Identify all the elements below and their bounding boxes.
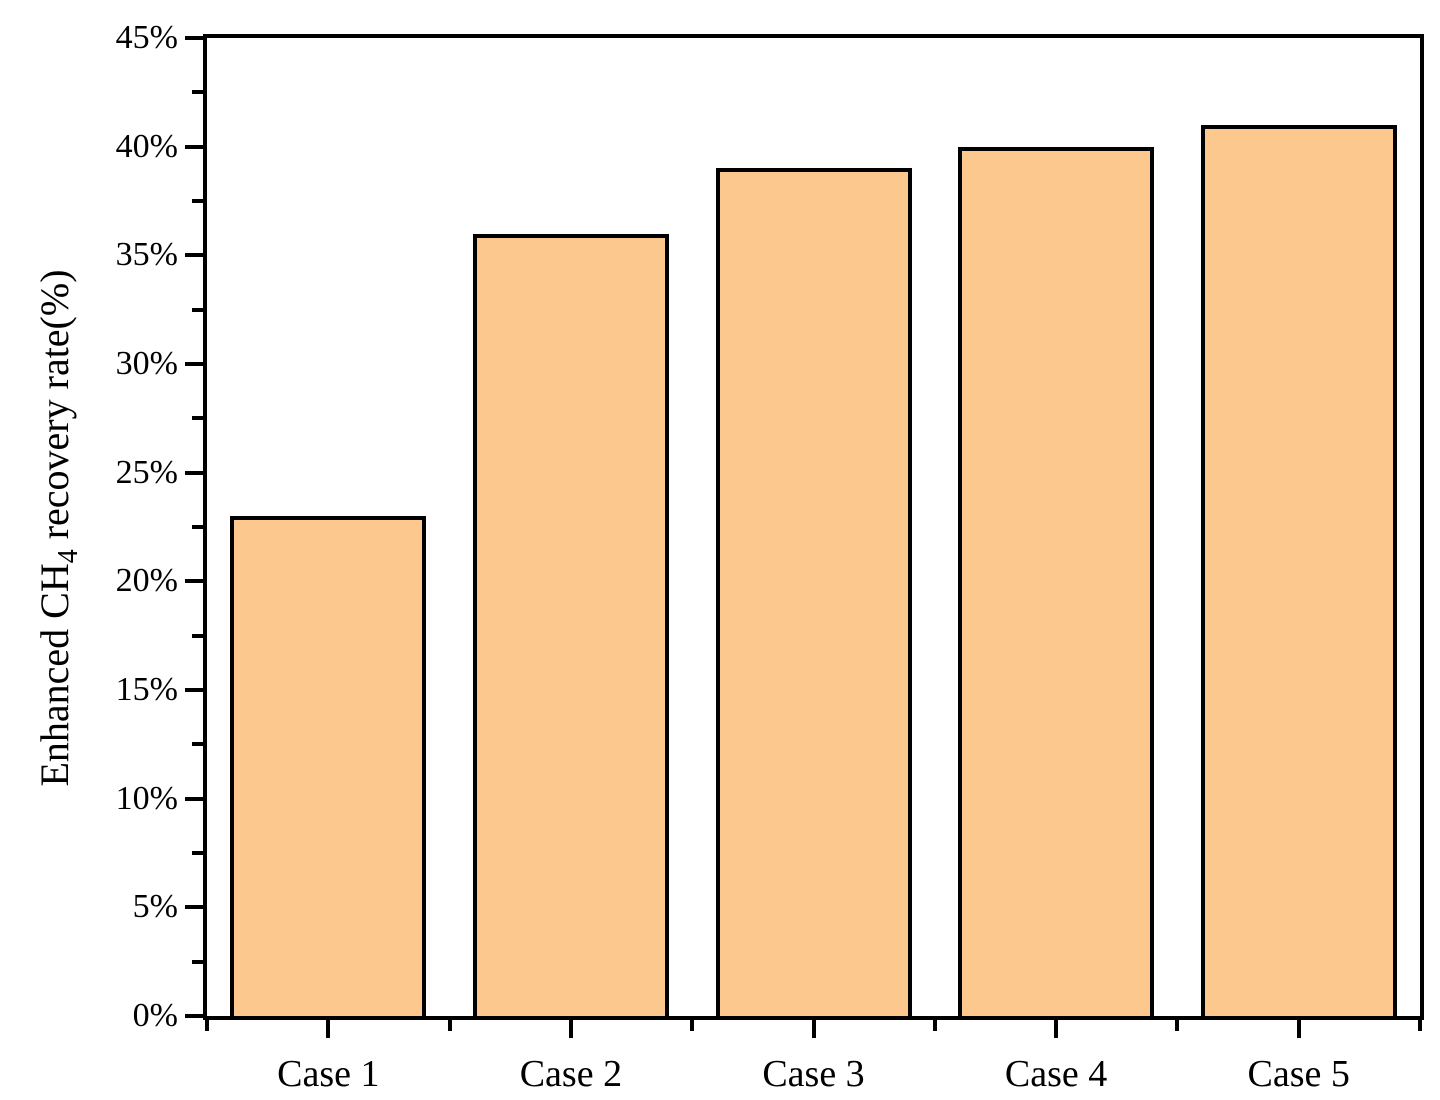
y-major-tick bbox=[185, 905, 203, 910]
y-tick-label: 0% bbox=[132, 997, 178, 1034]
bar-case-2 bbox=[472, 233, 669, 1020]
x-minor-tick bbox=[690, 1020, 695, 1031]
x-major-tick bbox=[568, 1020, 573, 1038]
y-axis-title-subscript: 4 bbox=[53, 549, 84, 564]
y-minor-tick bbox=[192, 633, 203, 638]
y-major-tick bbox=[185, 796, 203, 801]
y-minor-tick bbox=[192, 416, 203, 421]
y-tick-label: 45% bbox=[115, 19, 178, 56]
y-major-tick bbox=[185, 144, 203, 149]
y-axis-title-post: recovery rate(%) bbox=[32, 269, 77, 550]
x-major-tick bbox=[811, 1020, 816, 1038]
x-category-label: Case 3 bbox=[762, 1053, 865, 1095]
x-minor-tick bbox=[932, 1020, 937, 1031]
y-axis-title: Enhanced CH4 recovery rate(%) bbox=[32, 39, 84, 1017]
y-tick-label: 25% bbox=[115, 453, 178, 491]
x-major-tick bbox=[326, 1020, 331, 1038]
y-minor-tick bbox=[192, 525, 203, 529]
y-minor-tick bbox=[192, 959, 203, 964]
x-category-label: Case 2 bbox=[519, 1053, 623, 1095]
y-minor-tick bbox=[192, 90, 203, 95]
y-minor-tick bbox=[192, 742, 203, 747]
x-minor-tick bbox=[447, 1020, 452, 1031]
y-major-tick bbox=[185, 470, 203, 475]
x-category-label: Case 5 bbox=[1247, 1053, 1350, 1095]
y-minor-tick bbox=[192, 199, 203, 203]
x-minor-tick bbox=[1418, 1020, 1422, 1031]
bar-case-4 bbox=[958, 146, 1155, 1020]
y-tick-label: 10% bbox=[115, 779, 178, 817]
y-tick-label: 15% bbox=[115, 671, 178, 708]
x-major-tick bbox=[1054, 1020, 1059, 1038]
x-minor-tick bbox=[1175, 1020, 1180, 1031]
x-minor-tick bbox=[205, 1020, 209, 1031]
bar-case-5 bbox=[1200, 124, 1397, 1020]
y-tick-label: 30% bbox=[115, 345, 178, 382]
bar-case-1 bbox=[230, 516, 427, 1020]
y-tick-label: 40% bbox=[115, 127, 178, 165]
y-major-tick bbox=[185, 362, 203, 366]
y-major-tick bbox=[185, 579, 203, 584]
y-tick-label: 5% bbox=[132, 888, 178, 926]
y-minor-tick bbox=[192, 307, 203, 312]
x-category-label: Case 1 bbox=[277, 1053, 380, 1095]
x-category-label: Case 4 bbox=[1004, 1053, 1108, 1095]
y-major-tick bbox=[185, 36, 203, 40]
y-major-tick bbox=[185, 1014, 203, 1018]
y-major-tick bbox=[185, 253, 203, 258]
x-major-tick bbox=[1296, 1020, 1301, 1038]
y-tick-label: 20% bbox=[115, 562, 178, 600]
bar-case-3 bbox=[715, 168, 912, 1020]
y-tick-label: 35% bbox=[115, 236, 178, 274]
y-minor-tick bbox=[192, 851, 203, 855]
y-major-tick bbox=[185, 688, 203, 692]
